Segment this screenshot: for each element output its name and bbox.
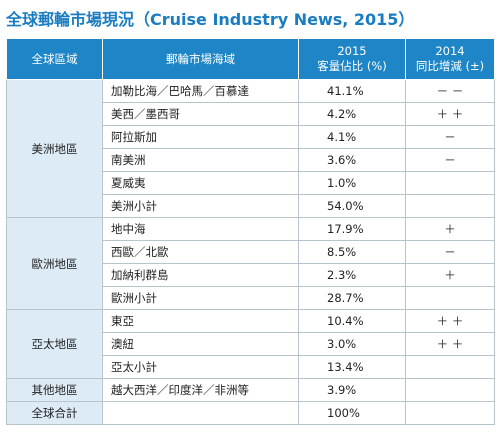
area-cell: 阿拉斯加 (102, 125, 299, 149)
change-cell (405, 401, 495, 425)
share-cell: 2.3% (298, 263, 406, 287)
header-row: 全球區域 郵輪市場海域 2015 客量佔比 (%) 2014 同比增減 (±) (6, 38, 495, 80)
table-row: 西歐／北歐 8.5% － (7, 240, 495, 264)
table-row: 澳紐 3.0% ＋ ＋ (7, 332, 495, 356)
table-row: 阿拉斯加 4.1% － (7, 125, 495, 149)
share-cell: 54.0% (298, 194, 406, 218)
table-row: 亞太地區 東亞 10.4% ＋ ＋ (6, 309, 495, 379)
header-line: 2015 (337, 44, 367, 58)
area-cell: 加納利群島 (102, 263, 299, 287)
area-cell: 澳紐 (102, 332, 299, 356)
table-row: 歐洲地區 地中海 17.9% ＋ (6, 217, 495, 310)
region-cell: 歐洲地區 (6, 217, 103, 310)
change-cell (405, 194, 495, 218)
table-row: 美洲地區 加勒比海／巴哈馬／百慕達 41.1% － － (6, 79, 495, 218)
share-cell: 28.7% (298, 286, 406, 310)
share-cell: 3.6% (298, 148, 406, 172)
share-cell: 8.5% (298, 240, 406, 264)
header-line: 客量佔比 (%) (317, 59, 387, 73)
area-cell: 南美洲 (102, 148, 299, 172)
change-cell: ＋ ＋ (405, 332, 495, 356)
region-cell: 亞太地區 (6, 309, 103, 379)
header-line: 2014 (435, 44, 465, 58)
total-row: 全球合計 100% (6, 401, 495, 425)
table-row: 南美洲 3.6% － (7, 148, 495, 172)
share-cell: 10.4% (298, 309, 406, 333)
header-line: 同比增減 (±) (415, 59, 485, 73)
header-line: 郵輪市場海域 (166, 51, 235, 66)
area-cell: 西歐／北歐 (102, 240, 299, 264)
header-line: 全球區域 (31, 51, 78, 66)
change-cell: ＋ ＋ (405, 309, 495, 333)
area-cell: 美西／墨西哥 (102, 102, 299, 126)
market-table: 全球區域 郵輪市場海域 2015 客量佔比 (%) 2014 同比增減 (±) 美洲地區加… (6, 38, 495, 425)
column-header: 2015 客量佔比 (%) (298, 38, 406, 80)
title: 全球郵輪市場現況（Cruise Industry News, 2015） (6, 10, 415, 29)
table-row: 加納利群島 2.3% ＋ (7, 263, 495, 287)
region-cell: 美洲地區 (6, 79, 103, 218)
table-row: 其他地區 越大西洋／印度洋／非洲等 3.9% (6, 378, 495, 402)
column-header: 全球區域 (6, 38, 103, 80)
change-cell: ＋ (405, 263, 495, 287)
area-cell: 越大西洋／印度洋／非洲等 (102, 378, 299, 402)
area-cell: 東亞 (102, 309, 299, 333)
area-cell (102, 401, 299, 425)
share-cell: 1.0% (298, 171, 406, 195)
share-cell: 17.9% (298, 217, 406, 241)
area-cell: 加勒比海／巴哈馬／百慕達 (102, 79, 299, 103)
share-cell: 3.9% (298, 378, 406, 402)
share-cell: 3.0% (298, 332, 406, 356)
table-row: 美西／墨西哥 4.2% ＋ ＋ (7, 102, 495, 126)
share-cell: 13.4% (298, 355, 406, 379)
column-header: 郵輪市場海域 (102, 38, 299, 80)
share-cell: 41.1% (298, 79, 406, 103)
share-cell: 4.1% (298, 125, 406, 149)
change-cell: － － (405, 79, 495, 103)
region-cell: 其他地區 (6, 378, 103, 402)
area-cell: 美洲小計 (102, 194, 299, 218)
change-cell: － (405, 240, 495, 264)
area-cell: 夏威夷 (102, 171, 299, 195)
area-cell: 亞太小計 (102, 355, 299, 379)
change-cell (405, 355, 495, 379)
area-cell: 地中海 (102, 217, 299, 241)
change-cell: － (405, 148, 495, 172)
change-cell (405, 286, 495, 310)
change-cell: ＋ (405, 217, 495, 241)
share-cell: 4.2% (298, 102, 406, 126)
table-row: 夏威夷 1.0% (7, 171, 495, 195)
table-row: 歐洲小計 28.7% (7, 286, 495, 310)
change-cell (405, 171, 495, 195)
column-header: 2014 同比增減 (±) (405, 38, 495, 80)
share-cell: 100% (298, 401, 406, 425)
table-body: 美洲地區 加勒比海／巴哈馬／百慕達 41.1% － －美西／墨西哥 4.2% ＋ ＋阿拉斯… (6, 79, 495, 425)
change-cell: ＋ ＋ (405, 102, 495, 126)
change-cell: － (405, 125, 495, 149)
change-cell (405, 378, 495, 402)
area-cell: 歐洲小計 (102, 286, 299, 310)
total-label: 全球合計 (6, 401, 103, 425)
